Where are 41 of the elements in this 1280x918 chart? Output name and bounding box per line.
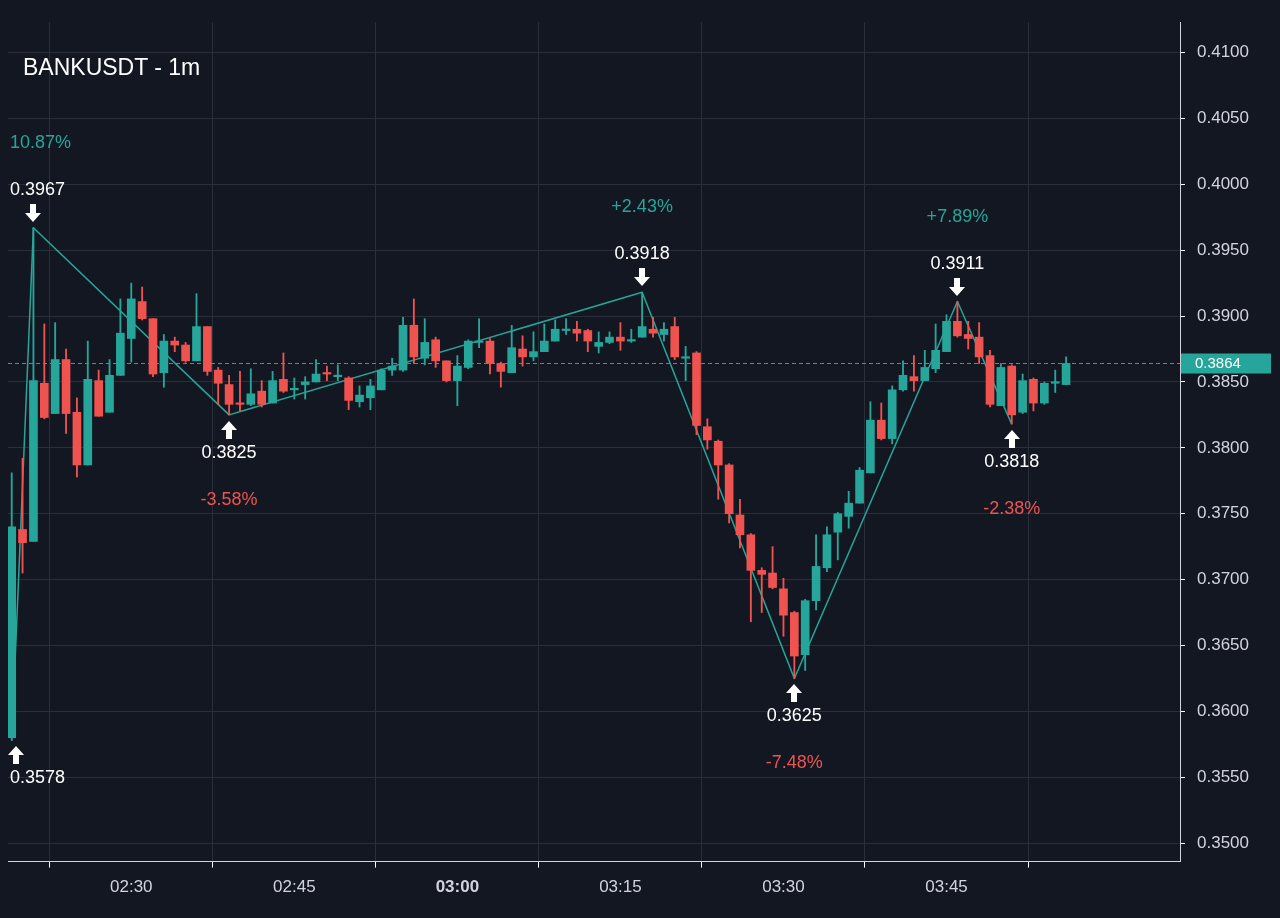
annotation: 0.3625 (766, 705, 822, 726)
x-tick-label: 03:00 (435, 877, 480, 897)
y-tick-label: 0.3700 (1197, 569, 1249, 589)
annotation: -2.38% (983, 498, 1041, 519)
annotation: 10.87% (9, 131, 72, 152)
y-tick-label: 0.3650 (1197, 635, 1249, 655)
x-tick-label: 02:45 (273, 877, 316, 897)
annotation: 0.3967 (10, 178, 66, 199)
y-tick-label: 0.3850 (1197, 371, 1249, 391)
annotation: 0.3918 (614, 243, 670, 264)
y-tick-label: 0.3950 (1197, 239, 1249, 259)
annotation: 0.3578 (10, 767, 66, 788)
annotation: +7.89% (926, 205, 989, 226)
candlestick (626, 328, 636, 343)
y-tick-label: 0.4050 (1197, 108, 1249, 128)
x-tick-label: 03:15 (599, 877, 642, 897)
annotation: 0.3911 (930, 252, 985, 273)
candlestick (757, 567, 767, 613)
annotation: 0.3825 (201, 441, 257, 462)
ref-line-label: 0.3864 (1195, 353, 1241, 371)
y-tick-label: 0.4000 (1197, 173, 1249, 193)
annotation: -7.48% (765, 752, 823, 773)
annotation: 0.3818 (984, 451, 1040, 472)
y-tick-label: 0.3550 (1197, 766, 1249, 786)
y-tick-label: 0.4100 (1197, 42, 1249, 62)
y-tick-label: 0.3750 (1197, 503, 1249, 523)
annotation: +2.43% (611, 196, 673, 217)
candlestick (1050, 369, 1060, 393)
y-tick-label: 0.3500 (1197, 832, 1249, 852)
candlestick (909, 355, 919, 392)
y-tick-label: 0.3600 (1197, 701, 1249, 721)
x-tick-label: 03:45 (925, 877, 968, 897)
candlestick (300, 376, 310, 400)
candlestick (616, 322, 625, 351)
y-tick-label: 0.3900 (1197, 305, 1249, 325)
annotation: -3.58% (200, 488, 258, 509)
x-tick-label: 02:30 (109, 877, 153, 897)
y-tick-label: 0.3800 (1197, 437, 1249, 457)
x-tick-label: 03:30 (762, 877, 805, 897)
text: BANKUSDT - 1m (23, 53, 201, 80)
candlestick (289, 377, 299, 400)
